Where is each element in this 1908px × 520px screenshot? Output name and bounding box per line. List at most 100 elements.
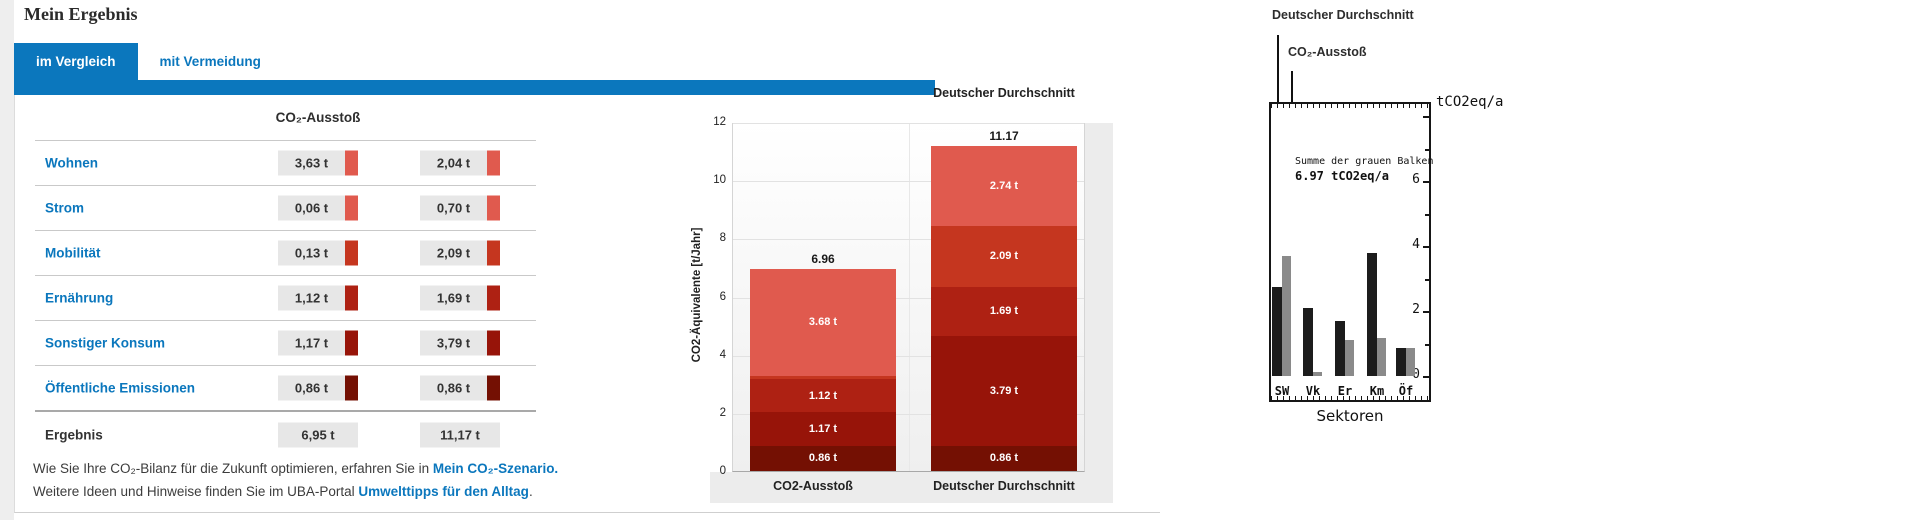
cell-color-bar: [487, 240, 500, 266]
stacked-bar: 11.17 2.74 t 2.09 t 1.69 t 3.79 t 0.86 t: [931, 129, 1077, 471]
chart-title: Deutscher Durchschnitt: [933, 86, 1075, 100]
row-category-link[interactable]: Öffentliche Emissionen: [45, 380, 196, 396]
gridline: [733, 297, 1084, 299]
cell-durchschnitt: 1,69 t: [420, 285, 500, 311]
cell-color-bar: [345, 375, 358, 401]
y-axis-minor-tick: [1425, 278, 1429, 281]
link-mein-co2-szenario[interactable]: Mein CO₂-Szenario.: [432, 461, 559, 476]
cell-co2-ausstoss: 1,12 t: [278, 285, 358, 311]
cell-durchschnitt: 2,04 t: [420, 150, 500, 176]
bar-segment-label: 2.74 t: [989, 179, 1019, 192]
y-axis-minor-tick: [1425, 343, 1429, 346]
y-tick-label: 10: [713, 174, 726, 187]
y-tick-label: 8: [719, 232, 726, 245]
y-tick-label: 4: [1412, 237, 1420, 252]
bar-segment: 3.68 t: [750, 268, 896, 376]
note-line2-text: Weitere Ideen und Hinweise finden Sie im…: [33, 483, 359, 499]
page-left-margin: [0, 0, 14, 520]
cell-value: 2,04 t: [436, 155, 471, 171]
row-category-link[interactable]: Strom: [45, 200, 85, 216]
bottom-edge-ticks: [1271, 396, 1429, 400]
ausstoss-bar: [1377, 337, 1386, 376]
cell-value: 0,13 t: [294, 245, 329, 261]
cell-value: 1,17 t: [294, 335, 329, 351]
row-category-link[interactable]: Wohnen: [45, 155, 98, 171]
cell-co2-ausstoss: 0,13 t: [278, 240, 358, 266]
x-axis-category-label: CO2-Ausstoß: [773, 479, 853, 493]
y-axis-minor-tick: [1425, 148, 1429, 151]
durchschnitt-bar: [1272, 286, 1282, 376]
y-axis-minor-tick: [1423, 311, 1429, 313]
result-cell-durchschnitt: 11,17 t: [420, 422, 500, 448]
y-tick-label: 2: [1412, 302, 1420, 317]
y-axis-minor-tick: [1423, 116, 1429, 118]
annotation-line1: Summe der grauen Balken: [1295, 156, 1434, 167]
sector-category-label: Km: [1369, 384, 1385, 398]
pointer-label-co2-ausstoss: CO₂-Ausstoß: [1288, 45, 1367, 59]
sector-category-label: Vk: [1305, 384, 1321, 398]
row-category-link[interactable]: Mobilität: [45, 245, 101, 261]
gridline: [733, 181, 1084, 183]
result-row-label: Ergebnis: [45, 427, 103, 443]
durchschnitt-bar: [1303, 308, 1313, 376]
link-umwelttipps[interactable]: Umwelttipps für den Alltag: [358, 483, 529, 499]
cell-color-bar: [487, 150, 500, 176]
y-axis-minor-tick: [1425, 213, 1429, 216]
cell-color-bar: [487, 195, 500, 221]
results-table: CO₂-Ausstoß Wohnen 3,63 t 2,04 t Strom 0,06 …: [35, 95, 536, 458]
tab-mit-vermeidung[interactable]: mit Vermeidung: [159, 54, 261, 69]
cell-value: 0,86 t: [294, 380, 329, 396]
table-row: Ernährung 1,12 t 1,69 t: [35, 275, 536, 320]
cell-value: 11,17 t: [440, 427, 480, 443]
y-tick-label: 6: [719, 290, 726, 303]
y-tick-label: 6: [1412, 172, 1420, 187]
chart-right-margin: [1085, 123, 1113, 503]
ausstoss-bar: [1313, 371, 1322, 376]
bar-segment-label: 3.68 t: [808, 316, 838, 329]
bar-segment: 0.86 t: [750, 445, 896, 471]
cell-value: 1,69 t: [436, 290, 471, 306]
cell-color-bar: [345, 150, 358, 176]
cell-color-bar: [487, 375, 500, 401]
cell-color-bar: [487, 330, 500, 356]
row-category-link[interactable]: Sonstiger Konsum: [45, 335, 166, 351]
sector-bar-chart: Deutscher Durchschnitt CO₂-Ausstoß tCO2e…: [1265, 8, 1517, 448]
bar-segment-label: 1.17 t: [808, 422, 838, 435]
table-row: Mobilität 0,13 t 2,09 t: [35, 230, 536, 275]
cell-co2-ausstoss: 1,17 t: [278, 330, 358, 356]
chart-x-axis-band: CO2-Ausstoß Deutscher Durchschnitt: [710, 472, 1113, 503]
sector-category-label: Öf: [1398, 384, 1414, 398]
tab-underline-bar: [14, 80, 935, 95]
cell-value: 6,95 t: [301, 427, 335, 443]
category-divider-gridline: [908, 123, 910, 471]
durchschnitt-bar: [1367, 252, 1377, 376]
bar-segment: 3.79 t: [931, 335, 1077, 446]
bar-segment-label: 0.86 t: [808, 452, 838, 465]
y-tick-label: 2: [719, 406, 726, 419]
result-tabs: im Vergleich mit Vermeidung: [14, 43, 283, 80]
row-category-link[interactable]: Ernährung: [45, 290, 114, 306]
table-row: Öffentliche Emissionen 0,86 t 0,86 t: [35, 365, 536, 410]
bar-segment: 2.74 t: [931, 146, 1077, 226]
note-line1-text: Wie Sie Ihre CO₂-Bilanz für die Zukunft …: [33, 461, 433, 476]
cell-durchschnitt: 0,70 t: [420, 195, 500, 221]
gridline: [733, 355, 1084, 357]
y-tick-label: 4: [719, 348, 726, 361]
footer-note: Wie Sie Ihre CO₂-Bilanz für die Zukunft …: [33, 458, 558, 503]
cell-durchschnitt: 0,86 t: [420, 375, 500, 401]
x-axis-category-label: Deutscher Durchschnitt: [933, 479, 1075, 493]
bar-segment-label: 2.09 t: [989, 250, 1019, 263]
cell-color-bar: [345, 240, 358, 266]
gridline: [733, 413, 1084, 415]
y-tick-label: 0: [719, 465, 726, 477]
plot-area: 6.96 3.68 t 1.12 t 1.17 t 0.86 t 11.17 2.74 t 2…: [732, 123, 1085, 472]
tab-im-vergleich[interactable]: im Vergleich: [14, 43, 138, 80]
cell-value: 1,12 t: [294, 290, 329, 306]
annotation-line2: 6.97 tCO2eq/a: [1295, 169, 1389, 183]
cell-durchschnitt: 3,79 t: [420, 330, 500, 356]
ausstoss-bar: [1345, 339, 1354, 376]
y-axis-minor-tick: [1423, 246, 1429, 248]
cell-value: 2,09 t: [436, 245, 471, 261]
bar-segment: [750, 375, 896, 380]
